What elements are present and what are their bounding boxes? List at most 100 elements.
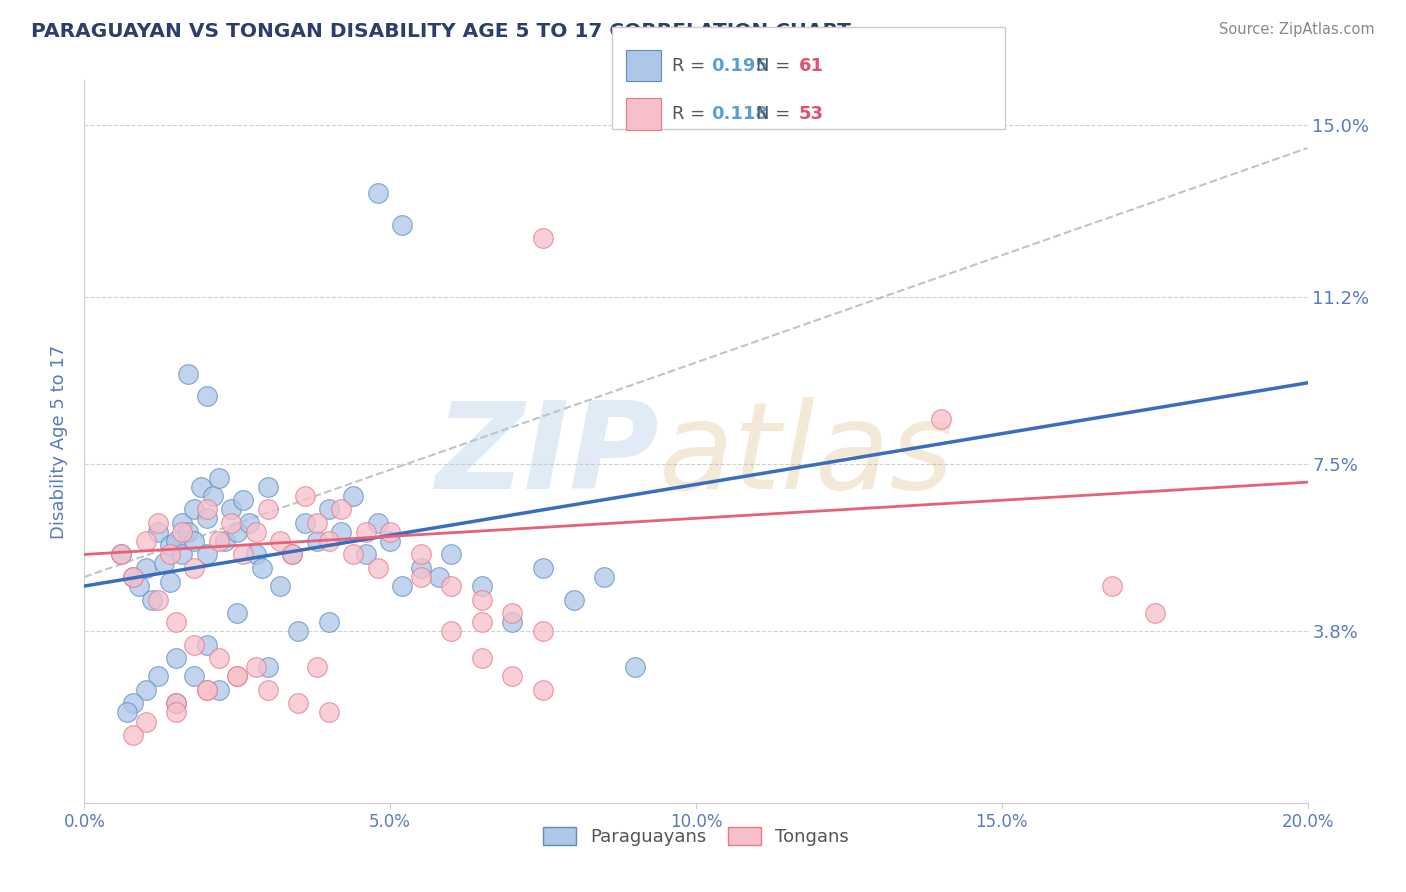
Point: [208, 471, 231, 485]
Point: [128, 579, 150, 593]
Point: [165, 615, 187, 630]
Point: [135, 561, 157, 575]
Point: [531, 624, 554, 639]
Point: [440, 579, 463, 593]
Legend: Paraguayans, Tongans: Paraguayans, Tongans: [534, 818, 858, 855]
Point: [269, 579, 291, 593]
Point: [135, 714, 157, 729]
Point: [330, 502, 353, 516]
Point: [245, 660, 267, 674]
Point: [354, 524, 377, 539]
Point: [257, 660, 280, 674]
Point: [122, 697, 145, 711]
Point: [257, 682, 280, 697]
Point: [391, 579, 413, 593]
Text: R =: R =: [672, 57, 711, 75]
Point: [471, 592, 494, 607]
Point: [232, 493, 254, 508]
Point: [219, 516, 242, 530]
Point: [153, 557, 176, 571]
Text: PARAGUAYAN VS TONGAN DISABILITY AGE 5 TO 17 CORRELATION CHART: PARAGUAYAN VS TONGAN DISABILITY AGE 5 TO…: [31, 22, 851, 41]
Point: [165, 697, 187, 711]
Point: [141, 592, 163, 607]
Point: [391, 218, 413, 232]
Point: [305, 533, 328, 548]
Point: [195, 502, 218, 516]
Point: [245, 548, 267, 562]
Point: [226, 524, 249, 539]
Text: 0.195: 0.195: [711, 57, 768, 75]
Text: 53: 53: [799, 105, 824, 123]
Point: [208, 651, 231, 665]
Point: [409, 570, 432, 584]
Point: [287, 697, 309, 711]
Point: [146, 524, 169, 539]
Point: [195, 638, 218, 652]
Point: [305, 660, 328, 674]
Point: [409, 561, 432, 575]
Point: [172, 548, 194, 562]
Point: [531, 231, 554, 245]
Point: [342, 548, 364, 562]
Text: 0.118: 0.118: [711, 105, 769, 123]
Point: [245, 524, 267, 539]
Point: [208, 533, 231, 548]
Point: [380, 533, 402, 548]
Point: [318, 502, 340, 516]
Point: [593, 570, 616, 584]
Point: [232, 548, 254, 562]
Point: [219, 502, 242, 516]
Point: [208, 682, 231, 697]
Point: [110, 548, 132, 562]
Point: [165, 697, 187, 711]
Point: [250, 561, 273, 575]
Text: atlas: atlas: [659, 398, 955, 515]
Point: [502, 669, 524, 683]
Point: [318, 706, 340, 720]
Point: [183, 561, 205, 575]
Point: [159, 548, 181, 562]
Point: [201, 489, 224, 503]
Point: [226, 669, 249, 683]
Point: [531, 561, 554, 575]
Point: [502, 615, 524, 630]
Point: [135, 682, 157, 697]
Y-axis label: Disability Age 5 to 17: Disability Age 5 to 17: [51, 344, 69, 539]
Point: [1143, 606, 1166, 620]
Point: [146, 669, 169, 683]
Text: Source: ZipAtlas.com: Source: ZipAtlas.com: [1219, 22, 1375, 37]
Point: [367, 516, 389, 530]
Point: [354, 548, 377, 562]
Point: [146, 592, 169, 607]
Text: R =: R =: [672, 105, 711, 123]
Point: [146, 516, 169, 530]
Point: [367, 561, 389, 575]
Point: [195, 389, 218, 403]
Point: [122, 570, 145, 584]
Text: N =: N =: [756, 57, 796, 75]
Point: [471, 615, 494, 630]
Point: [1101, 579, 1123, 593]
Point: [122, 570, 145, 584]
Point: [190, 480, 212, 494]
Point: [624, 660, 647, 674]
Text: N =: N =: [756, 105, 796, 123]
Point: [177, 367, 200, 381]
Point: [342, 489, 364, 503]
Point: [427, 570, 450, 584]
Point: [183, 533, 205, 548]
Point: [471, 651, 494, 665]
Point: [172, 516, 194, 530]
Point: [440, 548, 463, 562]
Point: [195, 511, 218, 525]
Point: [281, 548, 304, 562]
Point: [165, 651, 187, 665]
Point: [135, 533, 157, 548]
Point: [294, 489, 316, 503]
Text: ZIP: ZIP: [436, 398, 659, 515]
Point: [195, 548, 218, 562]
Point: [294, 516, 316, 530]
Point: [318, 615, 340, 630]
Point: [367, 186, 389, 201]
Point: [305, 516, 328, 530]
